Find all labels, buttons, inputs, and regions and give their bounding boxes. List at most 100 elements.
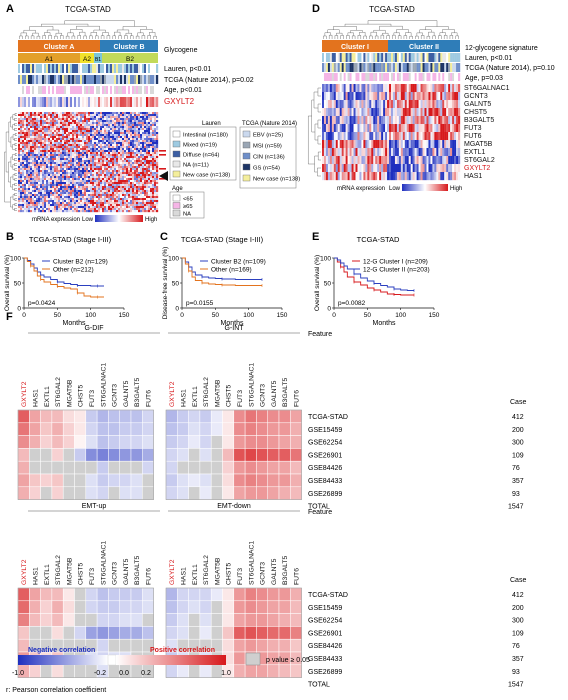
expression-cell (122, 152, 125, 155)
d-expression-cell (389, 124, 392, 133)
tcga-track-cell (70, 75, 73, 84)
expression-cell (64, 118, 67, 121)
d-expression-cell (347, 132, 350, 141)
d-expression-cell (361, 156, 364, 165)
d-expression-cell (322, 124, 325, 133)
d-age-track-cell (440, 73, 443, 81)
expression-cell (148, 126, 151, 129)
expression-cell (140, 170, 143, 173)
expression-cell (120, 148, 123, 151)
d-tcga-track-cell (450, 63, 453, 72)
expression-cell (130, 168, 133, 171)
expression-cell (120, 208, 123, 211)
expression-cell (38, 160, 41, 163)
expression-cell (32, 186, 35, 189)
expression-cell (102, 138, 105, 141)
expression-cell (126, 112, 129, 115)
expression-cell (50, 188, 53, 191)
d-expression-cell (349, 92, 352, 101)
d-expression-cell (327, 164, 331, 173)
expression-cell (18, 130, 21, 133)
d-expression-cell (355, 116, 358, 125)
expression-cell (120, 186, 123, 189)
panel-letter-d: D (312, 3, 320, 15)
expression-cell (58, 124, 61, 127)
age-legend-swatch (172, 202, 181, 209)
d-expression-cell (420, 92, 423, 101)
d-expression-cell (371, 124, 374, 133)
expression-cell (134, 126, 137, 129)
expression-cell (126, 186, 129, 189)
expression-cell (152, 180, 155, 183)
expression-cell (46, 126, 49, 129)
expression-cell (62, 136, 65, 139)
d-expression-cell (458, 100, 461, 109)
expression-cell (144, 184, 147, 187)
expression-cell (126, 194, 129, 197)
expression-cell (146, 128, 149, 131)
expression-cell (32, 148, 35, 151)
expression-cell (134, 136, 137, 139)
expression-cell (80, 196, 83, 199)
expression-cell (150, 210, 153, 213)
gxylt2-track-cell (92, 97, 95, 107)
expression-cell (112, 172, 115, 175)
expression-cell (54, 208, 57, 211)
expression-cell (36, 146, 39, 149)
expression-cell (40, 146, 43, 149)
expression-cell (68, 152, 71, 155)
d-tcga-track-cell (353, 63, 356, 72)
expression-cell (122, 182, 125, 185)
expression-cell (50, 114, 53, 117)
d-expression-cell (392, 140, 396, 149)
expression-cell (88, 150, 91, 153)
expression-cell (34, 180, 37, 183)
expression-cell (146, 124, 149, 127)
expression-cell (26, 188, 29, 191)
d-expression-cell (440, 116, 443, 125)
expression-cell (102, 126, 105, 129)
gxylt2-track-cell (114, 97, 117, 107)
d-age-track-cell (339, 73, 342, 81)
d-age-track-cell (351, 73, 354, 81)
expression-cell (64, 166, 67, 169)
expression-cell (140, 162, 143, 165)
expression-cell (20, 144, 23, 147)
expression-cell (46, 146, 49, 149)
dendrogram-branch (426, 35, 431, 39)
expression-cell (136, 194, 139, 197)
d-expression-cell (398, 124, 402, 133)
expression-cell (108, 140, 111, 143)
expression-cell (48, 198, 51, 201)
expression-cell (66, 126, 69, 129)
expression-cell (74, 174, 77, 177)
tcga-track-cell (96, 75, 99, 84)
expression-cell (152, 202, 155, 205)
d-tcga-track-cell (327, 63, 331, 72)
expression-cell (138, 184, 141, 187)
expression-cell (58, 174, 61, 177)
expression-cell (140, 184, 143, 187)
expression-cell (22, 166, 25, 169)
expression-cell (152, 182, 155, 185)
d-expression-cell (418, 108, 421, 117)
expression-cell (100, 210, 103, 213)
tcga-track-cell (110, 75, 113, 84)
gxylt2-track-cell (34, 97, 37, 107)
expression-cell (72, 202, 75, 205)
expression-cell (40, 182, 43, 185)
expression-cell (50, 126, 53, 129)
expression-cell (148, 206, 151, 209)
expression-cell (68, 126, 71, 129)
expression-cell (146, 148, 149, 151)
expression-cell (42, 162, 45, 165)
tcga-legend-swatch (242, 141, 251, 149)
expression-cell (138, 158, 141, 161)
d-lauren-track-cell (363, 53, 366, 62)
expression-cell (18, 148, 21, 151)
d-expression-cell (327, 108, 331, 117)
expression-cell (20, 142, 23, 145)
lauren-track-cell (144, 64, 147, 73)
expression-cell (156, 162, 159, 165)
expression-cell (54, 198, 57, 201)
